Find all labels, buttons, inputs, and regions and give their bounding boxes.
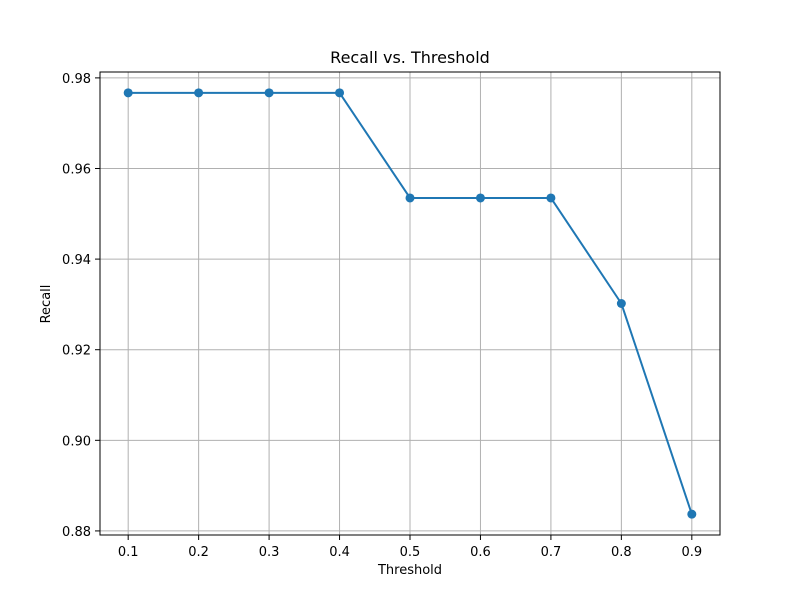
x-tick-label: 0.1 [118,545,139,560]
data-point [264,88,274,98]
y-tick-label: 0.94 [62,253,91,268]
data-point [194,88,204,98]
data-point [475,193,485,203]
x-tick-label: 0.2 [188,545,209,560]
data-point [405,193,415,203]
y-axis-label: Recall [39,285,54,324]
x-tick-label: 0.3 [259,545,280,560]
series-layer [123,88,697,519]
y-tick-label: 0.98 [62,72,91,87]
x-tick-label: 0.7 [541,545,562,560]
data-point [687,509,697,519]
x-tick-label: 0.4 [329,545,350,560]
data-point [123,88,133,98]
y-tick-label: 0.96 [62,162,91,177]
ticks-layer: 0.1 0.2 0.3 0.4 0.5 0.6 0.7 0.8 0.9 0.88 0.90 0.92 0… [62,72,702,560]
x-axis-label: Threshold [377,563,442,578]
x-tick-label: 0.5 [400,545,421,560]
x-tick-label: 0.9 [681,545,702,560]
y-tick-label: 0.92 [62,344,91,359]
grid-layer [100,72,720,535]
x-tick-label: 0.8 [611,545,632,560]
x-tick-label: 0.6 [470,545,491,560]
data-point [616,299,626,308]
y-tick-label: 0.88 [62,525,91,540]
y-tick-label: 0.90 [62,434,91,449]
data-point [335,88,345,98]
chart-title: Recall vs. Threshold [330,48,490,67]
data-point [546,193,556,203]
